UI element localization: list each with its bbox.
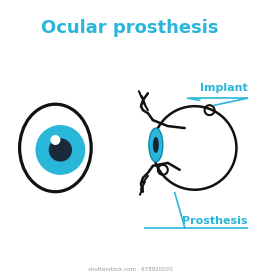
Ellipse shape <box>20 104 91 192</box>
Circle shape <box>36 126 84 174</box>
Ellipse shape <box>153 137 159 153</box>
Text: Ocular prosthesis: Ocular prosthesis <box>41 19 219 37</box>
Text: Prosthesis: Prosthesis <box>182 216 247 226</box>
Circle shape <box>50 135 60 145</box>
Ellipse shape <box>149 128 163 162</box>
Text: shutterstock.com · 678920020: shutterstock.com · 678920020 <box>88 267 172 272</box>
Circle shape <box>49 139 71 161</box>
Text: Implant: Implant <box>200 83 247 93</box>
